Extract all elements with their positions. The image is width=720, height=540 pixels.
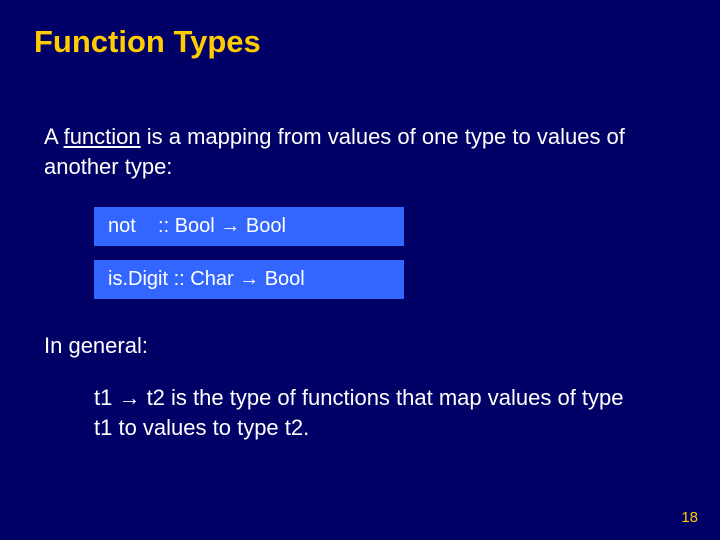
page-number: 18: [681, 509, 698, 526]
code-sig-2: :: Char → Bool: [174, 268, 305, 290]
intro-text: A function is a mapping from values of o…: [44, 122, 676, 181]
in-general-label: In general:: [44, 333, 686, 359]
code-name-2: is.Digit: [108, 268, 168, 290]
slide: Function Types A function is a mapping f…: [0, 0, 720, 540]
code-example-1: not :: Bool → Bool: [94, 207, 404, 246]
intro-underlined: function: [64, 124, 141, 149]
code-name-1: not: [108, 215, 136, 237]
intro-pre: A: [44, 124, 64, 149]
definition-text: t1 → t2 is the type of functions that ma…: [94, 383, 646, 442]
code-sig-1: :: Bool → Bool: [158, 215, 286, 237]
code-example-2: is.Digit :: Char → Bool: [94, 260, 404, 299]
slide-title: Function Types: [34, 24, 686, 60]
